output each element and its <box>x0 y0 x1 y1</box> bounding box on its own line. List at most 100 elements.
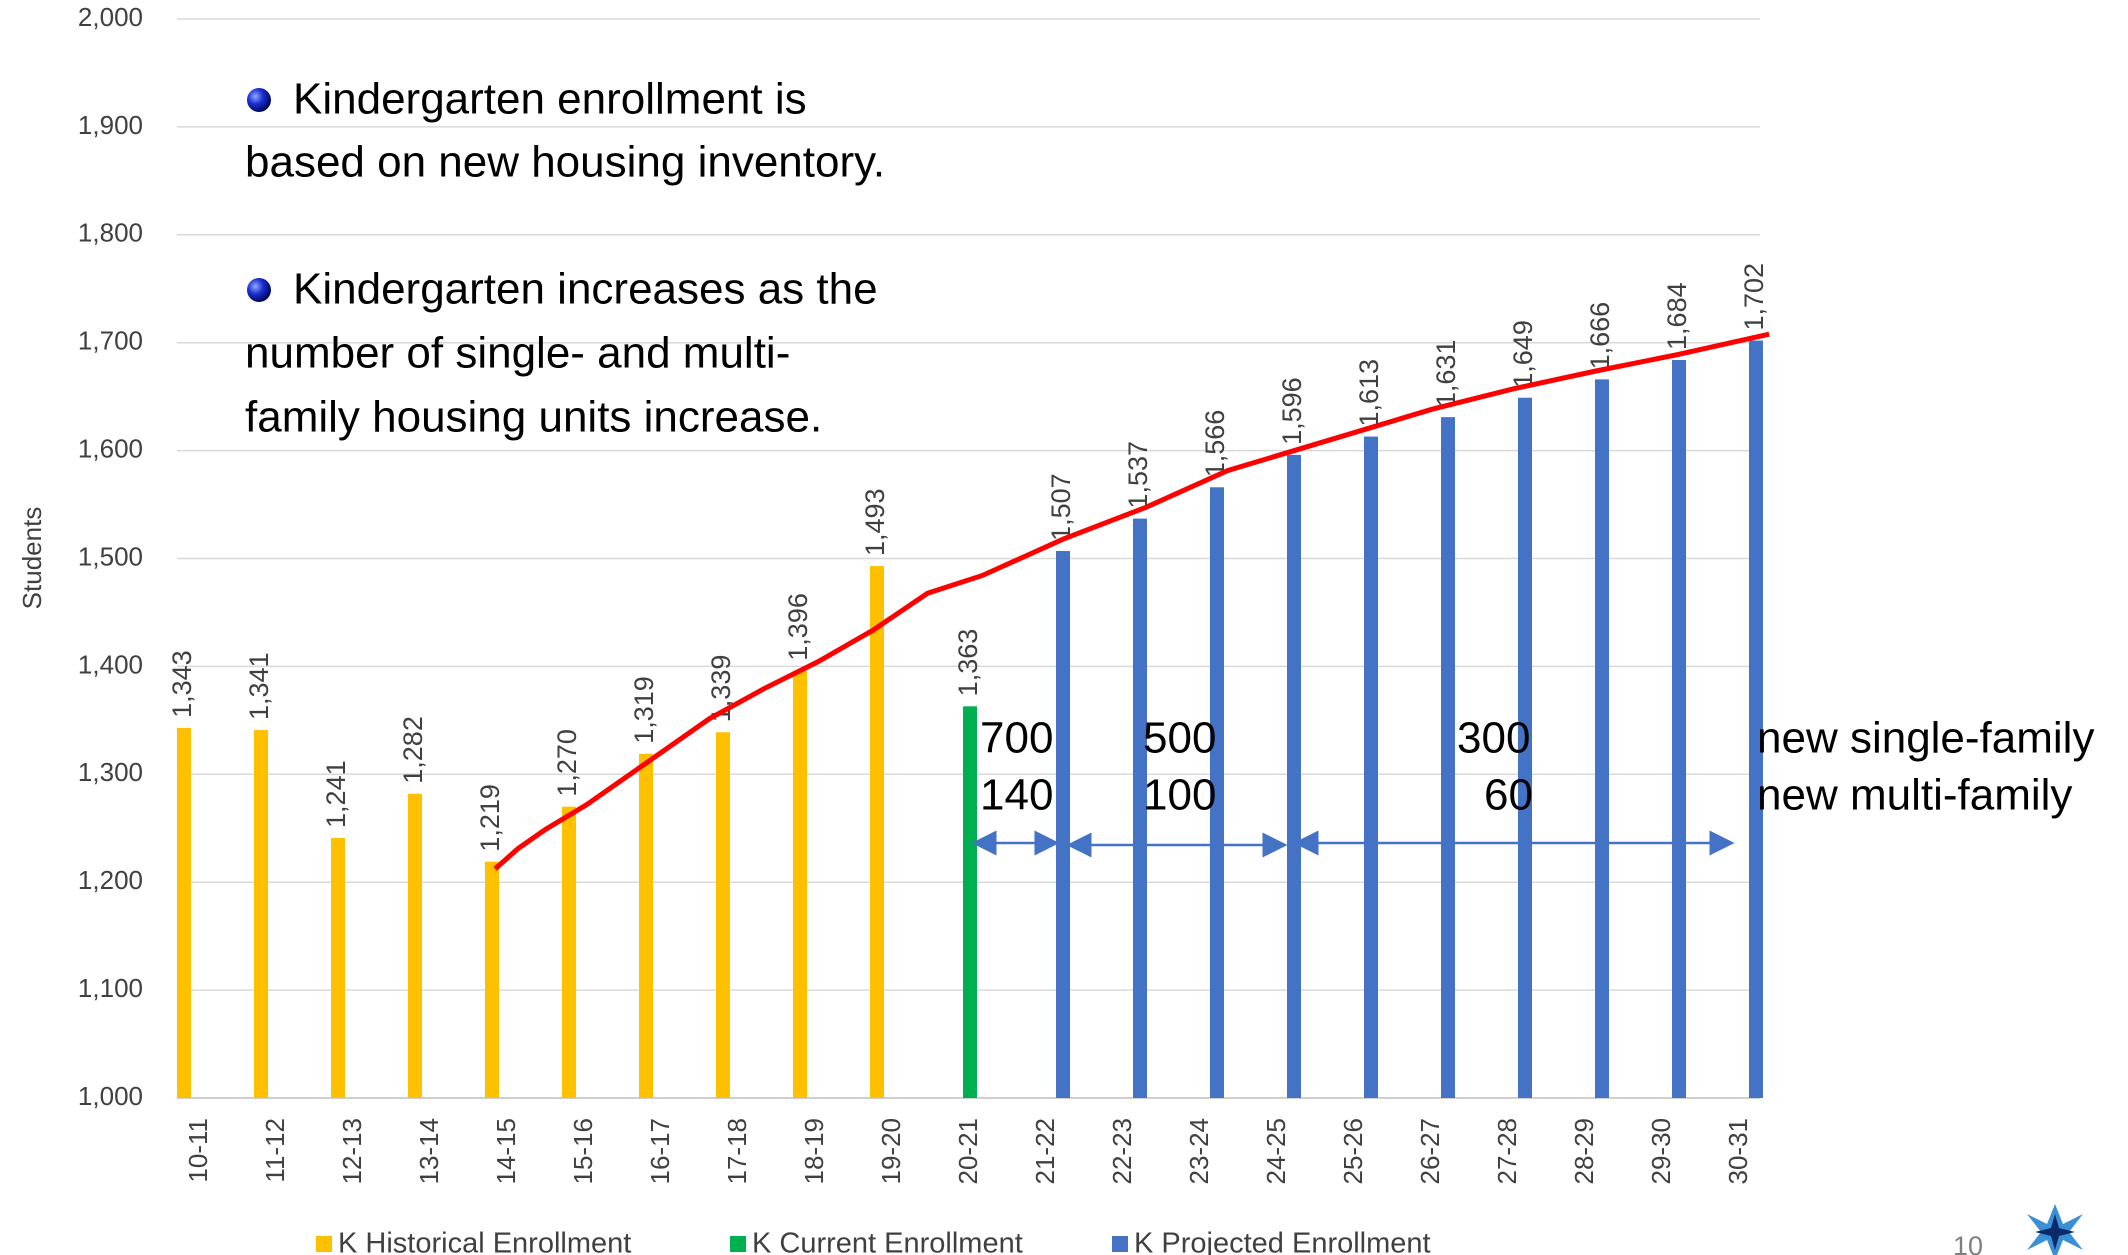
data-label: 1,566 <box>1200 410 1230 478</box>
data-label: 1,631 <box>1431 340 1461 408</box>
data-label: 1,396 <box>783 593 813 661</box>
data-label: 1,596 <box>1277 377 1307 445</box>
bar <box>254 730 268 1098</box>
bar <box>408 793 422 1098</box>
bar <box>793 670 807 1098</box>
bar <box>716 732 730 1098</box>
data-label: 1,649 <box>1508 320 1538 388</box>
bar <box>1287 454 1301 1098</box>
data-label: 1,684 <box>1662 282 1692 350</box>
x-tick-label: 27-28 <box>1492 1118 1522 1185</box>
annotation: new multi-family <box>1757 771 2072 820</box>
y-tick-label: 1,000 <box>78 1081 143 1111</box>
annotation: new single-family <box>1757 714 2094 763</box>
x-tick-label: 11-12 <box>260 1118 290 1183</box>
annotation: 140 <box>980 771 1053 820</box>
data-label: 1,282 <box>398 716 428 784</box>
trend-line <box>493 331 1770 871</box>
legend-label: K Projected Enrollment <box>1134 1228 1431 1255</box>
legend-swatch <box>730 1236 746 1252</box>
data-label: 1,666 <box>1585 302 1615 370</box>
x-tick-label: 18-19 <box>799 1118 829 1185</box>
x-tick-label: 25-26 <box>1338 1118 1368 1185</box>
bar <box>870 566 884 1098</box>
data-label: 1,241 <box>321 760 351 828</box>
x-tick-label: 10-11 <box>183 1118 213 1183</box>
bar <box>1595 379 1609 1098</box>
x-tick-label: 15-16 <box>568 1118 598 1185</box>
y-tick-label: 1,400 <box>78 649 143 679</box>
x-tick-label: 21-22 <box>1030 1118 1060 1185</box>
x-tick-label: 16-17 <box>645 1118 675 1185</box>
bar <box>1672 359 1686 1098</box>
bullet <box>247 88 271 112</box>
data-label: 1,341 <box>244 652 274 720</box>
annotation: 700 <box>980 714 1053 763</box>
x-tick-label: 29-30 <box>1646 1118 1676 1185</box>
y-axis-title: Students <box>17 507 47 610</box>
bar <box>562 806 576 1098</box>
x-tick-label: 24-25 <box>1261 1118 1291 1185</box>
bar <box>485 861 499 1098</box>
data-label: 1,537 <box>1123 441 1153 509</box>
x-tick-label: 30-31 <box>1723 1118 1753 1185</box>
bar <box>1441 417 1455 1098</box>
x-tick-label: 13-14 <box>414 1118 444 1185</box>
data-label: 1,507 <box>1046 473 1076 541</box>
bar <box>331 837 345 1098</box>
annotation: 100 <box>1143 771 1216 820</box>
legend-label: K Historical Enrollment <box>338 1228 631 1255</box>
bar <box>1133 518 1147 1098</box>
x-tick-label: 20-21 <box>953 1118 983 1185</box>
data-label: 1,493 <box>860 488 890 556</box>
bar <box>1518 397 1532 1098</box>
y-tick-label: 1,800 <box>78 218 143 248</box>
y-tick-label: 1,900 <box>78 110 143 140</box>
bar <box>1210 487 1224 1098</box>
bar <box>1364 436 1378 1098</box>
x-tick-label: 14-15 <box>491 1118 521 1185</box>
bar <box>963 706 977 1098</box>
y-tick-label: 2,000 <box>78 2 143 32</box>
annotation: Kindergarten increases as the <box>293 265 878 314</box>
page-number: 10 <box>1953 1231 1983 1255</box>
data-label: 1,613 <box>1354 359 1384 427</box>
bar <box>1749 340 1763 1098</box>
data-label: 1,343 <box>167 650 197 718</box>
bar <box>1056 550 1070 1098</box>
data-label: 1,702 <box>1739 263 1769 331</box>
annotation: based on new housing inventory. <box>245 138 885 187</box>
arrows <box>971 830 1735 858</box>
legend-swatch <box>316 1236 332 1252</box>
y-tick-label: 1,700 <box>78 326 143 356</box>
annotation: 500 <box>1143 714 1216 763</box>
logo <box>2027 1204 2083 1255</box>
legend-swatch <box>1112 1236 1128 1252</box>
data-label: 1,270 <box>552 729 582 797</box>
bullet <box>247 278 271 302</box>
bar <box>177 727 191 1098</box>
x-tick-label: 28-29 <box>1569 1118 1599 1185</box>
y-tick-label: 1,300 <box>78 757 143 787</box>
data-label: 1,319 <box>629 676 659 744</box>
y-tick-label: 1,500 <box>78 541 143 571</box>
y-tick-label: 1,100 <box>78 973 143 1003</box>
x-tick-label: 19-20 <box>876 1118 906 1185</box>
annotation: 300 <box>1457 714 1530 763</box>
data-label: 1,363 <box>953 629 983 697</box>
annotation: number of single- and multi- <box>245 329 790 378</box>
data-label: 1,219 <box>475 784 505 852</box>
bar <box>639 753 653 1098</box>
y-tick-label: 1,200 <box>78 865 143 895</box>
x-tick-label: 12-13 <box>337 1118 367 1185</box>
legend-label: K Current Enrollment <box>752 1228 1023 1255</box>
annotation: 60 <box>1484 771 1533 820</box>
x-tick-label: 17-18 <box>722 1118 752 1185</box>
x-tick-label: 23-24 <box>1184 1118 1214 1185</box>
x-tick-label: 22-23 <box>1107 1118 1137 1185</box>
y-tick-label: 1,600 <box>78 433 143 463</box>
x-tick-label: 26-27 <box>1415 1118 1445 1185</box>
annotation: family housing units increase. <box>245 393 822 442</box>
annotation: Kindergarten enrollment is <box>293 75 807 124</box>
